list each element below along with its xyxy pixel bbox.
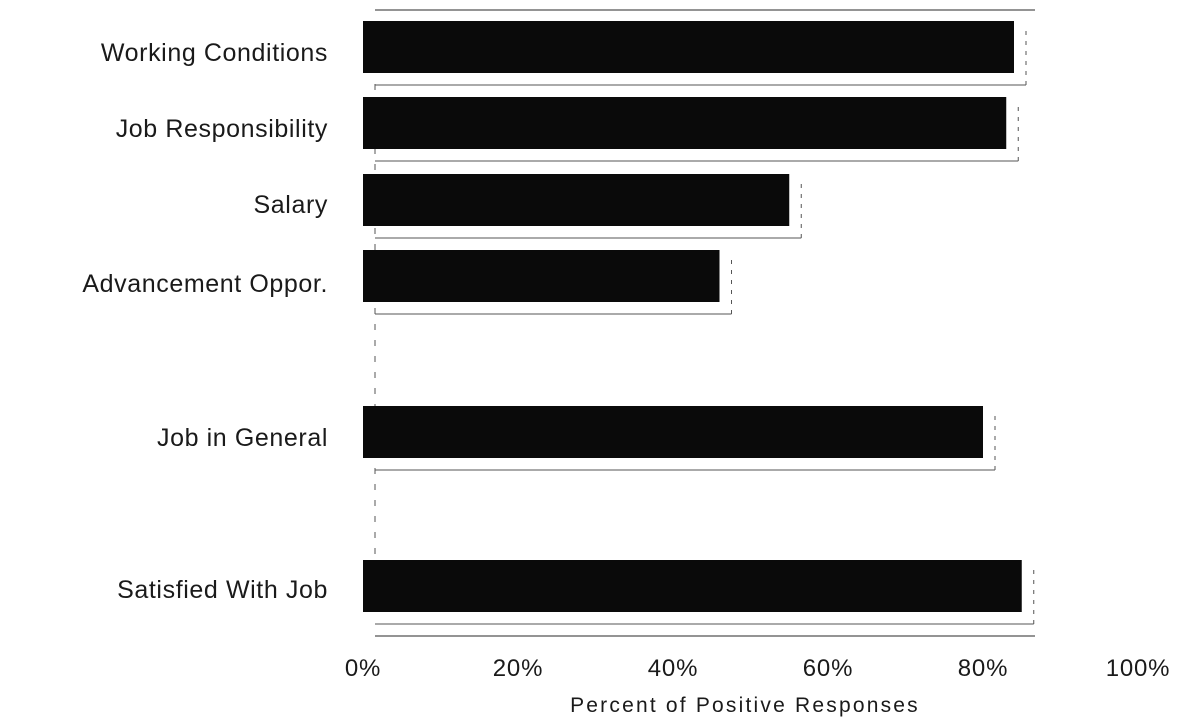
chart-frame — [374, 9, 1035, 637]
x-axis-title: Percent of Positive Responses — [570, 694, 920, 717]
x-tick-label: 0% — [345, 655, 381, 682]
x-tick-label: 20% — [493, 655, 543, 682]
bars — [363, 21, 1022, 612]
bar-job-responsibility — [363, 97, 1007, 149]
category-label: Satisfied With Job — [117, 576, 328, 604]
bar-salary — [363, 174, 790, 226]
category-label: Job Responsibility — [116, 115, 328, 143]
bar-satisfied-with-job — [363, 560, 1022, 612]
bar-working-conditions — [363, 21, 1014, 73]
x-tick-labels: 0% 20% 40% 60% 80% 100% — [345, 655, 1170, 682]
x-tick-label: 100% — [1106, 655, 1171, 682]
category-label: Job in General — [157, 424, 328, 452]
category-labels: Working Conditions Job Responsibility Sala… — [82, 39, 328, 604]
x-tick-label: 80% — [958, 655, 1008, 682]
bar-advancement-oppor — [363, 250, 720, 302]
category-label: Salary — [254, 191, 328, 219]
bar-job-in-general — [363, 406, 983, 458]
category-label: Working Conditions — [101, 39, 328, 67]
x-tick-label: 40% — [648, 655, 698, 682]
x-tick-label: 60% — [803, 655, 853, 682]
category-label: Advancement Oppor. — [82, 270, 328, 298]
